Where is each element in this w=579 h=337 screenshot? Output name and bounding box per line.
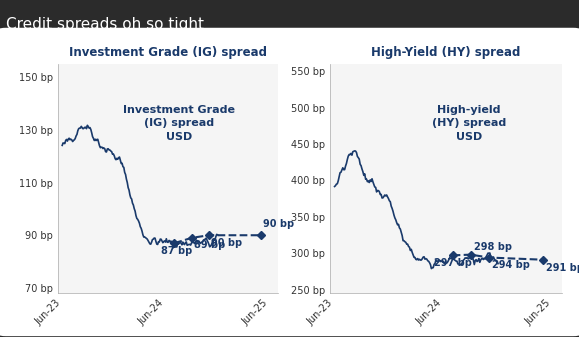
Title: Investment Grade (IG) spread: Investment Grade (IG) spread (69, 46, 267, 59)
Text: 294 bp: 294 bp (492, 261, 530, 271)
Text: 297 bp: 297 bp (434, 258, 472, 268)
Text: High-yield
(HY) spread
USD: High-yield (HY) spread USD (432, 105, 506, 142)
Text: 298 bp: 298 bp (474, 242, 511, 252)
Text: Credit spreads oh so tight: Credit spreads oh so tight (6, 17, 204, 32)
FancyBboxPatch shape (0, 28, 579, 336)
Text: 89 bp: 89 bp (194, 240, 225, 250)
Text: Investment Grade
(IG) spread
USD: Investment Grade (IG) spread USD (123, 105, 235, 142)
Text: 90 bp: 90 bp (211, 238, 243, 248)
Text: 87 bp: 87 bp (162, 246, 193, 256)
Title: High-Yield (HY) spread: High-Yield (HY) spread (371, 46, 521, 59)
Text: 90 bp: 90 bp (263, 219, 294, 229)
Text: 291 bp: 291 bp (546, 263, 579, 273)
